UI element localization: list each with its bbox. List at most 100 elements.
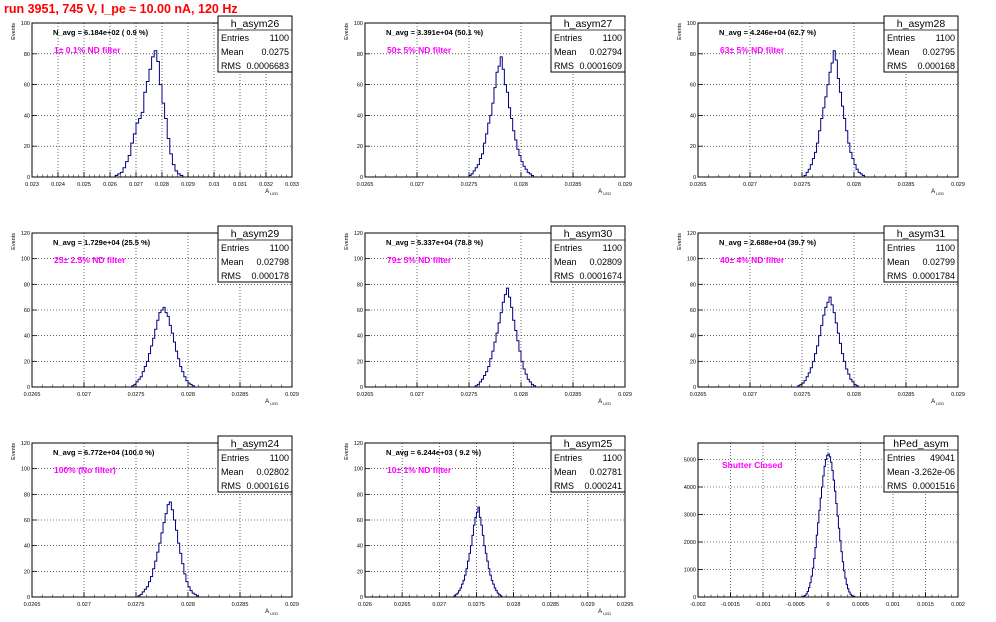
y-tick-label: 20 [690,144,696,150]
y-tick-label: 4000 [684,485,696,491]
stats-value: 0.02809 [589,257,622,267]
stats-box [883,435,959,493]
y-tick-label: 20 [357,569,363,575]
plot-frame [364,22,626,178]
x-tick-label: 0.027 [410,182,424,188]
x-tick-label: 0.0265 [394,602,411,608]
stats-label: Entries [554,33,583,43]
x-tick-label: 0.0285 [898,392,915,398]
x-tick-label: 0.028 [181,602,195,608]
x-tick-label: 0.0265 [690,182,707,188]
histogram-bars [114,50,184,177]
y-tick-label: 120 [21,231,30,237]
y-axis-title: Events [11,233,17,250]
x-tick-label: 0.027 [410,392,424,398]
filter-label: 40± 4% ND filter [720,255,785,265]
y-axis-title: Events [344,23,350,40]
x-tick-label: 0.027 [743,182,757,188]
run-title: run 3951, 745 V, I_pe ≈ 10.00 nA, 120 Hz [4,2,238,16]
stats-value: 0.0001516 [912,481,955,491]
histogram-panel-h_asym30: 0.0265 0.027 0.0275 0.028 0.0285 0.029 0 20 40 60… [344,225,632,406]
x-axis-title: A LED [265,399,278,406]
stats-value: 1100 [936,33,955,43]
histogram-name: h_asym25 [564,438,613,450]
histogram-bars [474,287,537,387]
x-axis-subscript: LED [269,401,278,406]
histogram-bars [453,506,503,597]
x-axis-title: A LED [598,399,611,406]
x-tick-label: -0.002 [690,602,706,608]
x-tick-label: 0.0275 [461,392,478,398]
y-tick-label: 120 [354,441,363,447]
stats-value: 1100 [936,243,955,253]
stats-label: Entries [554,243,583,253]
y-tick-label: 60 [357,518,363,524]
y-tick-label: 20 [357,359,363,365]
histogram-name: hPed_asym [893,438,949,450]
stats-label: Mean [554,47,577,57]
y-tick-label: 20 [24,359,30,365]
x-tick-label: 0.033 [285,182,299,188]
x-tick-label: 0.029 [618,182,632,188]
stats-box [550,15,626,73]
navg-label: N_avg = 5.337e+04 (78.8 %) [386,238,484,247]
stats-value: 0.02798 [256,257,289,267]
stats-value: 0.000178 [251,271,289,281]
stats-label: RMS [554,271,574,281]
stats-value: 0.0001674 [579,271,622,281]
x-tick-label: 0.0275 [794,182,811,188]
x-tick-label: 0 [826,602,829,608]
y-axis-title: Events [344,443,350,460]
histogram-name: h_asym28 [897,18,946,30]
x-tick-label: 0.029 [581,602,595,608]
x-tick-label: 0.028 [155,182,169,188]
histogram-panel-h_asym31: 0.0265 0.027 0.0275 0.028 0.0285 0.029 0 20 40 60… [677,225,965,406]
x-tick-label: 0.028 [507,602,521,608]
y-tick-label: 100 [21,21,30,27]
stats-value: 0.0275 [261,47,289,57]
x-axis-subscript: LED [935,401,944,406]
y-tick-label: 3000 [684,513,696,519]
stats-value: 0.000241 [584,481,622,491]
y-tick-label: 0 [360,595,363,601]
y-tick-label: 80 [24,52,30,58]
stats-value: 0.02799 [922,257,955,267]
x-tick-label: 0.026 [358,602,372,608]
y-tick-label: 100 [354,21,363,27]
x-tick-label: -0.0005 [786,602,805,608]
y-tick-label: 20 [357,144,363,150]
y-tick-label: 0 [27,595,30,601]
navg-label: N_avg = 6.184e+02 ( 0.9 %) [53,28,149,37]
stats-box [883,15,959,73]
x-axis-title: A LED [598,189,611,196]
stats-value: 1100 [270,453,289,463]
stats-value: 1100 [603,453,622,463]
stats-label: Mean [887,257,910,267]
stats-value: 0.02794 [589,47,622,57]
stats-label: Entries [221,33,250,43]
x-tick-label: 0.0005 [852,602,869,608]
y-tick-label: 80 [690,52,696,58]
stats-label: Mean [554,467,577,477]
histogram-name: h_asym29 [231,228,280,240]
x-axis-title: A LED [931,189,944,196]
y-axis-title: Events [11,443,17,460]
x-tick-label: 0.0275 [128,602,145,608]
x-tick-label: 0.029 [951,182,965,188]
y-tick-label: 40 [357,113,363,119]
stats-value: 1100 [603,33,622,43]
y-tick-label: 0 [360,385,363,391]
x-tick-label: 0.028 [514,182,528,188]
stats-value: 0.0006683 [246,61,289,71]
stats-label: Mean [221,257,244,267]
x-tick-label: 0.001 [886,602,900,608]
stats-value: 0.0001609 [579,61,622,71]
x-tick-label: 0.027 [432,602,446,608]
stats-box [217,15,293,73]
x-tick-label: 0.0265 [357,392,374,398]
y-tick-label: 80 [357,282,363,288]
x-tick-label: 0.028 [181,392,195,398]
y-tick-label: 120 [354,231,363,237]
filter-label: 100% (No filter) [54,465,116,475]
